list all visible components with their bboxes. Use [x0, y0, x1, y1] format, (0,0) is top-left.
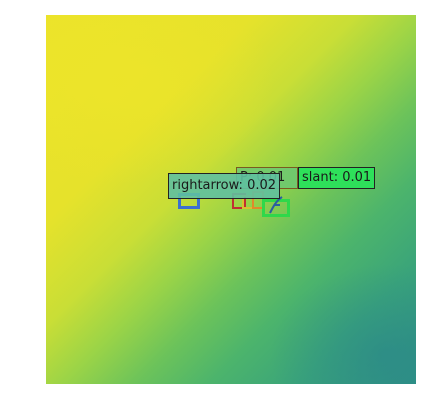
slant-stroke-icon	[269, 196, 283, 214]
detection-label-slant: slant: 0.01	[298, 167, 376, 189]
detection-box-slant	[262, 199, 290, 217]
detection-label-rightarrow: rightarrow: 0.02	[168, 173, 281, 199]
heatmap-image: slant: 0.01 P: 0.01 rightarrow: 0.02	[46, 15, 416, 384]
